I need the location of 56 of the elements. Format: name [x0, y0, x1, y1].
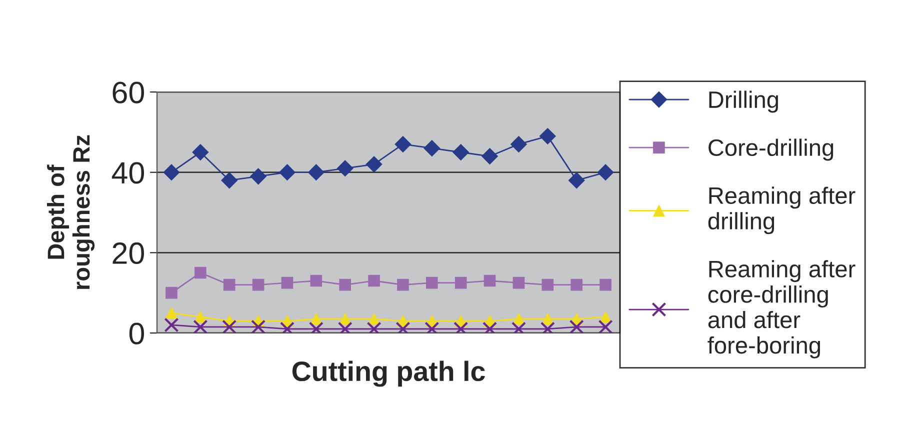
- point: [368, 313, 380, 325]
- point: [598, 320, 613, 333]
- point: [569, 320, 584, 333]
- point: [426, 276, 438, 289]
- point: [542, 278, 554, 291]
- point: [366, 156, 382, 173]
- point: [597, 164, 614, 181]
- point: [192, 144, 209, 160]
- x-axis-title: Cutting path lc: [292, 360, 485, 387]
- point: [484, 274, 496, 287]
- point: [222, 320, 237, 333]
- y-tick-label: 20: [112, 242, 144, 264]
- point: [452, 144, 470, 160]
- point: [339, 313, 351, 325]
- point: [368, 274, 380, 287]
- point: [194, 266, 206, 279]
- point: [339, 278, 351, 291]
- point: [600, 311, 612, 323]
- y-tick-label: 40: [112, 162, 144, 184]
- legend-label: Reaming after core-drilling and after fore-boring: [708, 260, 856, 358]
- legend-label: Drilling: [709, 90, 778, 113]
- point: [166, 307, 178, 319]
- y-axis-title: Depth of roughness Rz: [47, 135, 95, 289]
- point: [308, 164, 324, 181]
- point: [482, 148, 498, 164]
- point: [512, 313, 525, 325]
- point: [510, 136, 527, 152]
- y-tick-label: 60: [112, 82, 144, 104]
- legend-label: Core-drilling: [708, 138, 834, 161]
- point: [310, 274, 322, 287]
- point: [454, 276, 467, 289]
- point: [223, 278, 236, 291]
- point: [193, 320, 208, 333]
- point: [570, 278, 582, 291]
- point: [336, 160, 354, 177]
- point: [512, 276, 525, 289]
- point: [542, 313, 554, 325]
- point: [166, 286, 178, 299]
- point: [424, 140, 440, 156]
- point: [164, 318, 179, 332]
- point: [397, 278, 409, 291]
- point: [221, 172, 238, 189]
- point: [163, 164, 180, 181]
- legend-label: Reaming after drilling: [708, 186, 856, 234]
- point: [279, 164, 296, 181]
- point: [194, 311, 206, 323]
- point: [252, 278, 264, 291]
- point: [250, 320, 266, 333]
- point: [310, 313, 322, 325]
- point: [281, 276, 294, 289]
- y-tick-label: 0: [129, 322, 144, 344]
- point: [568, 172, 585, 189]
- point: [539, 128, 556, 144]
- point: [600, 278, 612, 291]
- point: [250, 168, 266, 185]
- point: [394, 136, 412, 152]
